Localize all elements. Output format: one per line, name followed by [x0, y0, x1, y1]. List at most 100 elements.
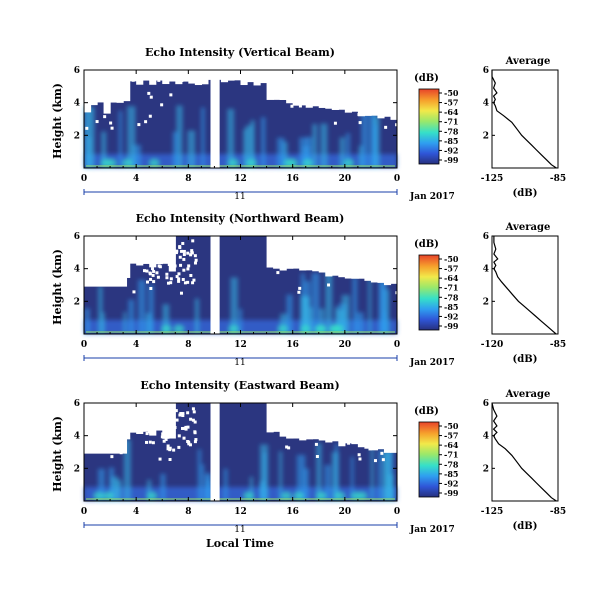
colorbar-tick-label: -57: [444, 98, 458, 108]
no-data-speckle: [178, 245, 182, 249]
echo-streak: [147, 479, 152, 501]
no-data-cell: [344, 236, 352, 279]
echo-streak: [373, 124, 378, 168]
no-data-cell: [123, 70, 131, 102]
no-data-speckle: [291, 97, 295, 101]
no-data-speckle: [144, 120, 148, 124]
no-data-speckle: [154, 414, 158, 418]
no-data-cell: [240, 70, 248, 86]
echo-streak: [352, 277, 358, 334]
y-tick-label: 2: [74, 464, 80, 474]
no-data-speckle: [191, 281, 195, 285]
echo-streak: [201, 464, 205, 501]
echo-streak: [84, 308, 90, 334]
no-data-speckle: [340, 438, 344, 442]
x-tick-label: 0: [81, 507, 87, 517]
no-data-speckle: [357, 113, 361, 117]
echo-streak: [172, 131, 179, 168]
no-data-cell: [305, 70, 313, 108]
no-data-speckle: [174, 409, 178, 413]
colorbar-tick-label: -50: [444, 421, 459, 431]
no-data-speckle: [319, 252, 323, 256]
no-data-speckle: [165, 276, 169, 280]
no-data-speckle: [192, 278, 196, 282]
no-data-speckle: [159, 426, 163, 430]
no-data-speckle: [348, 257, 352, 261]
average-title: Average: [505, 389, 551, 400]
no-data-speckle: [357, 259, 361, 263]
no-data-speckle: [158, 457, 162, 461]
no-data-speckle: [157, 78, 161, 82]
heatmap-axes: 0 4 8 12 16 20 0 2 4 6: [74, 66, 400, 195]
no-data-cell: [364, 70, 372, 116]
no-data-speckle: [177, 434, 181, 438]
no-data-speckle: [172, 419, 176, 423]
echo-streak: [238, 308, 243, 334]
average-line: [493, 236, 557, 335]
no-data-speckle: [182, 253, 186, 257]
no-data-speckle: [368, 447, 372, 451]
no-data-speckle: [172, 254, 176, 258]
no-data-speckle: [181, 412, 185, 416]
average-x-tick-label: -85: [550, 340, 566, 350]
no-data-cell: [279, 403, 287, 437]
no-data-cell: [364, 403, 372, 449]
no-data-cell: [331, 403, 339, 442]
echo-streak: [98, 468, 105, 501]
x-axis-label: Local Time: [206, 537, 274, 550]
colorbar-tick-label: -50: [444, 254, 459, 264]
no-data-speckle: [167, 429, 171, 433]
no-data-speckle: [191, 239, 195, 243]
colorbar: -50-57-64-71-78-85-92-99: [418, 254, 459, 331]
echo-streak: [243, 129, 248, 168]
heatmap-area: [84, 70, 405, 168]
no-data-speckle: [189, 417, 193, 421]
no-data-speckle: [315, 454, 319, 458]
colorbar-tick-label: -92: [444, 145, 458, 155]
no-data-cell: [377, 70, 385, 119]
no-data-cell: [273, 403, 281, 432]
no-data-cell: [318, 403, 326, 441]
average-y-tick-label: 2: [483, 464, 489, 474]
no-data-speckle: [156, 416, 160, 420]
echo-band: [84, 154, 397, 168]
no-data-cell: [312, 70, 320, 107]
no-data-cell: [397, 403, 405, 453]
average-x-tick-label: -85: [550, 174, 566, 184]
no-data-cell: [370, 236, 379, 283]
no-data-speckle: [168, 457, 172, 461]
no-data-speckle: [312, 80, 316, 84]
no-data-cell: [299, 236, 307, 271]
no-data-speckle: [285, 445, 289, 449]
no-data-speckle: [163, 423, 167, 427]
no-data-speckle: [356, 423, 360, 427]
echo-streak: [90, 107, 95, 168]
echo-streak: [278, 451, 283, 501]
echo-streak: [350, 456, 354, 501]
no-data-speckle: [155, 240, 159, 244]
no-data-cell: [312, 403, 320, 440]
average-xlabel: (dB): [513, 188, 538, 199]
x-tick-label: 8: [185, 340, 191, 350]
no-data-speckle: [289, 416, 293, 420]
no-data-speckle: [146, 280, 150, 284]
no-data-speckle: [168, 416, 172, 420]
no-data-speckle: [389, 277, 393, 281]
no-data-cell: [266, 236, 274, 268]
average-profile: 2 4 6 -125 -85: [481, 399, 566, 517]
no-data-speckle: [156, 424, 160, 428]
no-data-cell: [383, 403, 392, 453]
no-data-speckle: [181, 414, 185, 418]
echo-streak: [111, 476, 119, 501]
no-data-speckle: [161, 432, 165, 436]
no-data-speckle: [132, 290, 136, 294]
no-data-cell: [312, 236, 320, 272]
x-tick-label: 20: [339, 174, 352, 184]
no-data-speckle: [110, 126, 114, 130]
no-data-speckle: [161, 240, 165, 244]
no-data-cell: [364, 236, 372, 281]
no-data-speckle: [385, 85, 389, 89]
no-data-speckle: [170, 246, 174, 250]
no-data-speckle: [189, 253, 193, 257]
no-data-speckle: [173, 425, 177, 429]
